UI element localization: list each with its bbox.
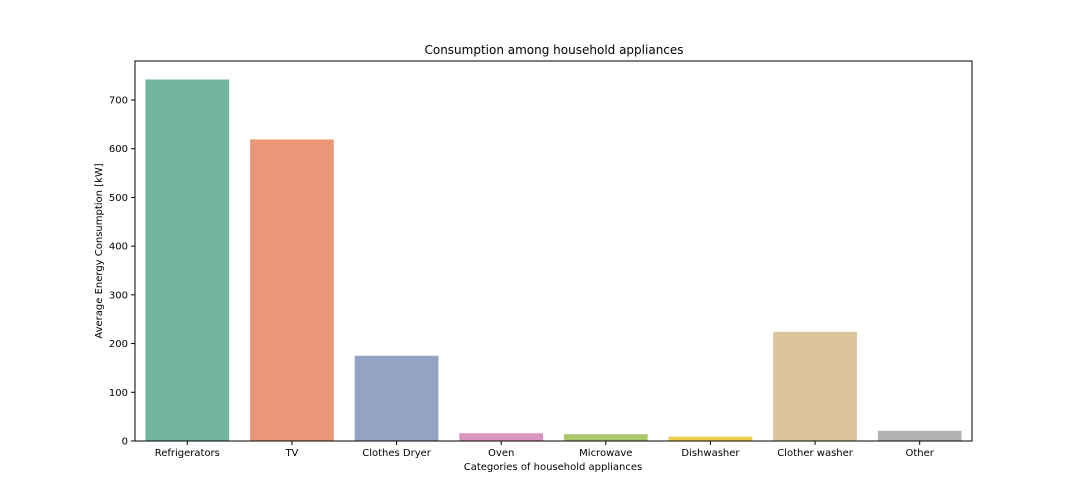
y-tick-label: 300: [109, 290, 128, 301]
x-axis-title: Categories of household appliances: [464, 462, 643, 473]
x-tick-label: Other: [905, 448, 934, 459]
y-tick-label: 100: [109, 388, 128, 399]
y-axis-title: Average Energy Consumption [kW]: [94, 163, 105, 338]
x-tick-label: Oven: [488, 448, 514, 459]
y-tick-label: 500: [109, 193, 128, 204]
bar-refrigerators: [145, 79, 230, 441]
bar-microwave: [563, 434, 648, 441]
y-tick-label: 200: [109, 339, 128, 350]
x-tick-label: TV: [284, 448, 298, 459]
bars-group: [145, 79, 962, 441]
y-tick-label: 0: [122, 437, 128, 448]
bar-tv: [250, 139, 334, 441]
bar-dishwasher: [668, 436, 753, 441]
bar-other: [877, 430, 962, 441]
y-ticks-group: 0 100 200 300 400 500 600 700: [109, 95, 135, 448]
bar-clothes-dryer: [354, 355, 439, 441]
x-tick-label: Refrigerators: [155, 448, 220, 459]
bar-oven: [459, 433, 544, 441]
x-tick-label: Clothes Dryer: [362, 448, 432, 459]
x-tick-label: Clother washer: [777, 448, 854, 459]
y-tick-label: 600: [109, 144, 128, 155]
x-tick-label: Dishwasher: [681, 448, 740, 459]
bar-clother-washer: [773, 331, 857, 441]
y-tick-label: 700: [109, 95, 128, 106]
y-tick-label: 400: [109, 242, 128, 253]
plot-frame: [134, 60, 973, 442]
chart-title: Consumption among household appliances: [424, 43, 683, 57]
x-tick-label: Microwave: [579, 448, 632, 459]
x-ticks-group: Refrigerators TV Clothes Dryer Oven Microwav…: [155, 441, 935, 459]
